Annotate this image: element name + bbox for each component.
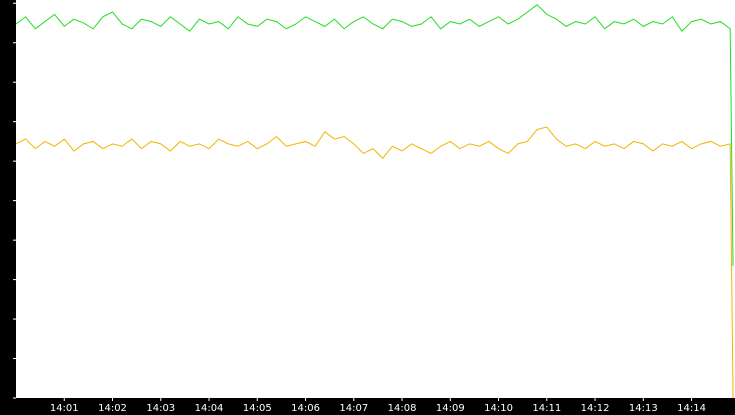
y-tick-label: 5762 [15,97,26,122]
x-tick-label: 14:07 [339,403,368,414]
x-tick-label: 14:05 [243,403,272,414]
y-tick-label: 2469 [15,255,26,280]
series-line [15,4,734,267]
y-tick-label: 7408 [15,18,26,43]
y-tick-label: 0 [15,383,26,389]
x-tick-label: 14:09 [436,403,465,414]
x-tick-label: 14:03 [146,403,175,414]
x-tick-label: 14:12 [581,403,610,414]
x-tick-label: 14:08 [388,403,417,414]
y-tick-label: 6585 [15,58,26,83]
x-tick-label: 14:02 [98,403,127,414]
y-tick-label: 4939 [15,136,26,161]
y-tick-label: 8232 [15,0,26,4]
y-tick-label: 4116 [15,176,26,201]
y-tick-label: 823 [15,337,26,356]
x-tick-label: 14:10 [484,403,513,414]
series-line [15,126,734,399]
x-tick-label: 14:04 [195,403,224,414]
x-tick-label: 14:01 [50,403,79,414]
x-tick-label: 14:14 [677,403,706,414]
x-tick-label: 14:11 [532,403,561,414]
plot-area [16,0,735,398]
y-tick-label: 3292 [15,215,26,240]
y-tick-label: 1646 [15,294,26,319]
x-tick-label: 14:13 [629,403,658,414]
x-tick-label: 14:06 [291,403,320,414]
